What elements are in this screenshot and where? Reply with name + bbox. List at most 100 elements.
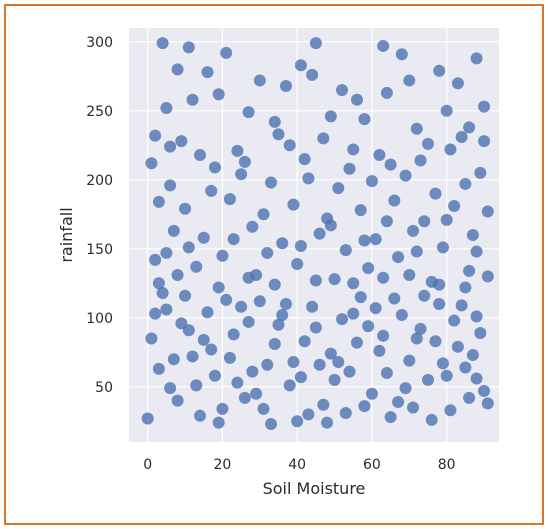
data-point	[433, 278, 446, 291]
data-point	[152, 362, 165, 375]
data-point	[478, 384, 491, 397]
data-point	[354, 204, 367, 217]
data-point	[444, 404, 457, 417]
tick-labels: 0 20 40 60 80 50 100 150 200 250 300	[86, 35, 455, 473]
data-point	[347, 143, 360, 156]
data-point	[414, 322, 427, 335]
data-point	[265, 418, 278, 431]
data-point	[451, 77, 464, 90]
data-point	[358, 234, 371, 247]
data-point	[141, 412, 154, 425]
data-point	[276, 237, 289, 250]
data-point	[421, 373, 434, 386]
data-point	[164, 382, 177, 395]
data-point	[354, 291, 367, 304]
data-point	[336, 84, 349, 97]
data-point	[328, 373, 341, 386]
data-point	[433, 64, 446, 77]
data-point	[294, 371, 307, 384]
data-point	[253, 74, 266, 87]
data-point	[220, 293, 233, 306]
data-point	[328, 273, 341, 286]
data-point	[384, 411, 397, 424]
data-point	[336, 313, 349, 326]
data-point	[201, 306, 214, 319]
data-point	[179, 289, 192, 302]
data-point	[324, 110, 337, 123]
data-point	[253, 295, 266, 308]
figure-frame: 0 20 40 60 80 50 100 150 200 250 300 Soil Moisture…	[4, 4, 544, 525]
data-point	[294, 59, 307, 72]
data-point	[283, 379, 296, 392]
data-point	[463, 391, 476, 404]
data-point	[205, 184, 218, 197]
data-point	[451, 340, 464, 353]
data-point	[388, 292, 401, 305]
data-point	[317, 132, 330, 145]
data-point	[145, 332, 158, 345]
data-point	[339, 407, 352, 420]
data-point	[268, 115, 281, 128]
data-point	[235, 300, 248, 313]
data-point	[287, 355, 300, 368]
data-point	[444, 143, 457, 156]
data-point	[212, 281, 225, 294]
data-point	[470, 245, 483, 258]
data-point	[298, 335, 311, 348]
scatter-chart: 0 20 40 60 80 50 100 150 200 250 300 Soil Moisture…	[57, 28, 499, 498]
data-point	[298, 153, 311, 166]
y-tick-label: 250	[86, 104, 113, 120]
data-point	[261, 358, 274, 371]
data-point	[175, 135, 188, 148]
data-point	[160, 102, 173, 115]
data-point	[403, 354, 416, 367]
data-point	[227, 233, 240, 246]
data-point	[463, 264, 476, 277]
data-point	[242, 271, 255, 284]
data-point	[332, 182, 345, 195]
data-point	[235, 168, 248, 181]
data-point	[205, 343, 218, 356]
data-point	[410, 245, 423, 258]
data-point	[294, 240, 307, 253]
data-point	[279, 79, 292, 92]
data-point	[380, 367, 393, 379]
data-point	[478, 100, 491, 113]
data-point	[395, 48, 408, 61]
data-point	[246, 220, 259, 233]
data-point	[313, 358, 326, 371]
y-tick-label: 150	[86, 242, 113, 258]
data-point	[369, 233, 382, 246]
data-point	[373, 148, 386, 161]
data-point	[448, 200, 461, 213]
data-point	[167, 353, 180, 366]
data-point	[242, 315, 255, 328]
data-point	[392, 251, 405, 264]
data-point	[324, 219, 337, 232]
data-point	[242, 106, 255, 119]
data-point	[362, 320, 375, 333]
y-tick-label: 100	[86, 311, 113, 327]
y-tick-label: 300	[86, 35, 113, 51]
data-point	[429, 187, 442, 200]
data-point	[350, 336, 363, 349]
data-point	[470, 52, 483, 65]
data-point	[418, 215, 431, 228]
data-point	[440, 213, 453, 226]
x-tick-label: 80	[438, 457, 456, 473]
data-point	[272, 318, 285, 331]
data-point	[365, 387, 378, 400]
data-point	[459, 361, 472, 374]
data-point	[152, 195, 165, 208]
data-point	[265, 176, 278, 189]
data-point	[474, 326, 487, 339]
y-tick-label: 200	[86, 173, 113, 189]
data-point	[246, 365, 259, 378]
data-point	[358, 113, 371, 126]
data-point	[350, 93, 363, 106]
data-point	[313, 227, 326, 240]
data-point	[407, 224, 420, 237]
data-point	[481, 205, 494, 218]
data-point	[194, 409, 207, 422]
data-point	[160, 246, 173, 259]
